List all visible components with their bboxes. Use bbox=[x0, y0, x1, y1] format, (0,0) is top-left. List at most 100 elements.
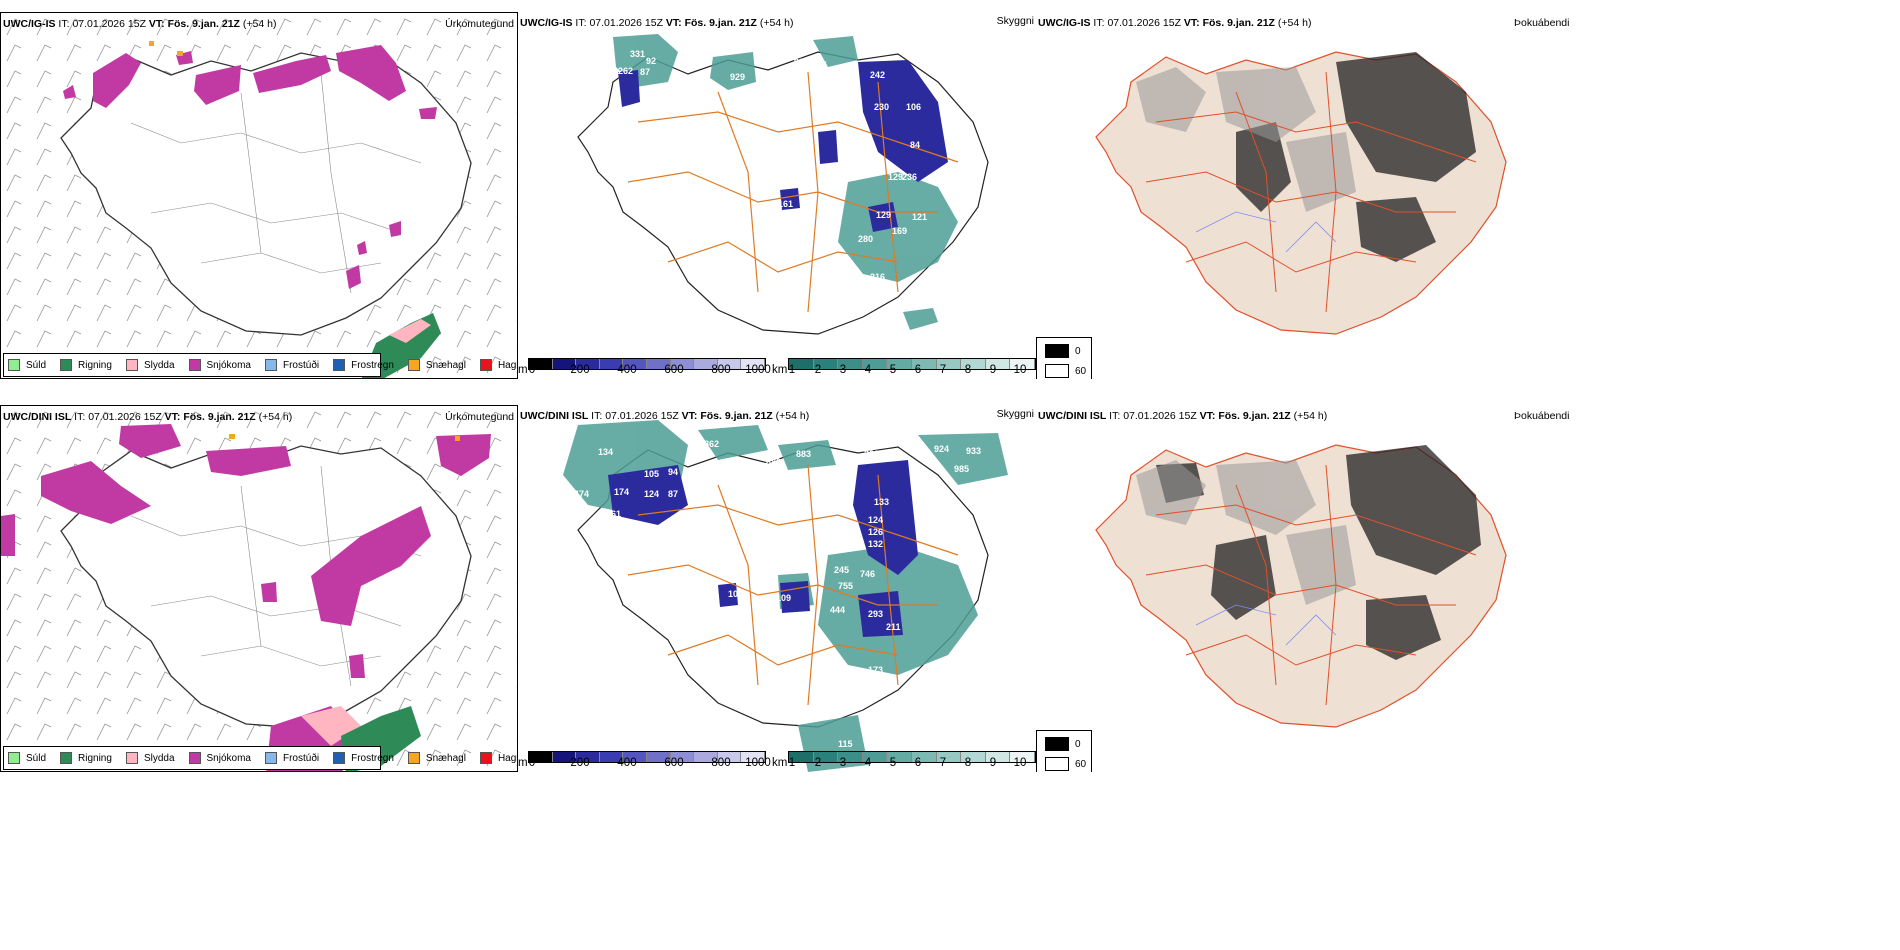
svg-text:970: 970 bbox=[950, 510, 965, 520]
fog-panel-row1: UWC/IG-IS IT: 07.01.2026 15Z VT: Fös. 9.… bbox=[1036, 12, 1900, 379]
svg-text:924: 924 bbox=[934, 444, 949, 454]
legend-item: Snæhagl bbox=[407, 359, 466, 371]
svg-text:84: 84 bbox=[910, 140, 920, 150]
legend-item: Súld bbox=[8, 359, 46, 371]
precip-map bbox=[1, 13, 517, 378]
panel-title: Skyggni bbox=[996, 408, 1034, 420]
svg-text:862: 862 bbox=[704, 439, 719, 449]
precip-map bbox=[1, 406, 517, 771]
svg-text:124: 124 bbox=[868, 515, 883, 525]
ceiling-unit: m bbox=[518, 757, 528, 769]
svg-text:109: 109 bbox=[776, 593, 791, 603]
ceiling-map: 862 880 883 909 383 924 933 985 970 134 105 94 47… bbox=[563, 420, 1008, 772]
svg-text:444: 444 bbox=[830, 605, 845, 615]
svg-text:161: 161 bbox=[606, 509, 621, 519]
svg-text:262: 262 bbox=[618, 66, 633, 76]
legend-item: Frostregn bbox=[333, 752, 394, 764]
legend-item: Frostregn bbox=[333, 359, 394, 371]
legend-item: Rigning bbox=[60, 359, 112, 371]
fog-key: 0 60 bbox=[1036, 730, 1092, 772]
precip-type-panel-row1: UWC/IG-IS IT: 07.01.2026 15Z VT: Fös. 9.… bbox=[0, 12, 518, 379]
legend-item: Rigning bbox=[60, 752, 112, 764]
svg-text:104: 104 bbox=[728, 589, 743, 599]
ceiling-colorbar bbox=[528, 751, 766, 763]
fog-key: 0 60 bbox=[1036, 337, 1092, 379]
svg-text:94: 94 bbox=[668, 467, 678, 477]
panel-header: UWC/IG-IS IT: 07.01.2026 15Z VT: Fös. 9.… bbox=[1038, 17, 1312, 29]
svg-text:129: 129 bbox=[888, 172, 903, 182]
panel-header: UWC/DINI ISL IT: 07.01.2026 15Z VT: Fös.… bbox=[520, 410, 810, 422]
legend-item: Frostúði bbox=[264, 359, 319, 371]
svg-text:124: 124 bbox=[644, 489, 659, 499]
svg-text:121: 121 bbox=[912, 212, 927, 222]
ceiling-unit: m bbox=[518, 364, 528, 376]
svg-text:905: 905 bbox=[812, 60, 827, 70]
legend-item: Snæhagl bbox=[407, 752, 466, 764]
svg-text:933: 933 bbox=[966, 446, 981, 456]
svg-text:929: 929 bbox=[730, 72, 745, 82]
fog-map bbox=[1095, 51, 1507, 335]
svg-text:132: 132 bbox=[868, 539, 883, 549]
legend-item: Snjókoma bbox=[188, 359, 251, 371]
svg-text:169: 169 bbox=[892, 226, 907, 236]
fog-panel-row2: UWC/DINI ISL IT: 07.01.2026 15Z VT: Fös.… bbox=[1036, 405, 1900, 772]
ceiling-colorbar bbox=[528, 358, 766, 370]
svg-text:134: 134 bbox=[598, 447, 613, 457]
svg-text:161: 161 bbox=[778, 199, 793, 209]
legend-item: Slydda bbox=[125, 752, 175, 764]
svg-text:474: 474 bbox=[574, 489, 589, 499]
svg-text:211: 211 bbox=[886, 622, 901, 632]
legend-item: Snjókoma bbox=[188, 752, 251, 764]
svg-text:242: 242 bbox=[870, 70, 885, 80]
svg-text:880: 880 bbox=[766, 457, 781, 467]
svg-text:755: 755 bbox=[838, 581, 853, 591]
visibility-unit: km bbox=[772, 757, 788, 769]
svg-text:280: 280 bbox=[858, 234, 873, 244]
visibility-colorbar bbox=[788, 358, 1036, 370]
svg-text:293: 293 bbox=[868, 609, 883, 619]
precip-legend: Súld Rigning Slydda Snjókoma Frostúði Fr… bbox=[3, 353, 517, 377]
svg-text:883: 883 bbox=[796, 449, 811, 459]
precip-legend: Súld Rigning Slydda Snjókoma Frostúði Fr… bbox=[3, 746, 517, 770]
svg-text:230: 230 bbox=[874, 102, 889, 112]
panel-header: UWC/DINI ISL IT: 07.01.2026 15Z VT: Fös.… bbox=[1038, 410, 1328, 422]
svg-text:245: 245 bbox=[834, 565, 849, 575]
panel-header: UWC/IG-IS IT: 07.01.2026 15Z VT: Fös. 9.… bbox=[520, 17, 794, 29]
svg-text:909: 909 bbox=[864, 431, 879, 441]
svg-text:236: 236 bbox=[902, 172, 917, 182]
svg-text:174: 174 bbox=[614, 487, 629, 497]
svg-text:126: 126 bbox=[868, 527, 883, 537]
svg-text:985: 985 bbox=[954, 464, 969, 474]
svg-text:985: 985 bbox=[794, 57, 809, 67]
legend-item: Slydda bbox=[125, 359, 175, 371]
svg-text:170: 170 bbox=[958, 525, 973, 535]
legend-item: Frostúði bbox=[264, 752, 319, 764]
panel-title: Skyggni bbox=[996, 15, 1034, 27]
ceiling-visibility-panel-row2: UWC/DINI ISL IT: 07.01.2026 15Z VT: Fös.… bbox=[518, 405, 1036, 772]
ceiling-visibility-panel-row1: UWC/IG-IS IT: 07.01.2026 15Z VT: Fös. 9.… bbox=[518, 12, 1036, 379]
svg-text:87: 87 bbox=[668, 489, 678, 499]
svg-text:746: 746 bbox=[860, 569, 875, 579]
svg-text:92: 92 bbox=[646, 56, 656, 66]
panel-title: Þokuábendi bbox=[1514, 410, 1570, 422]
legend-item: Haglél bbox=[479, 359, 517, 371]
svg-text:331: 331 bbox=[630, 49, 645, 59]
svg-text:216: 216 bbox=[870, 272, 885, 282]
svg-text:383: 383 bbox=[864, 449, 879, 459]
legend-item: Súld bbox=[8, 752, 46, 764]
fog-map bbox=[1095, 444, 1507, 728]
panel-title: Þokuábendi bbox=[1514, 17, 1570, 29]
iceland-outline bbox=[60, 52, 472, 336]
svg-text:115: 115 bbox=[838, 739, 853, 749]
precip-type-panel-row2: UWC/DINI ISL IT: 07.01.2026 15Z VT: Fös.… bbox=[0, 405, 518, 772]
visibility-colorbar bbox=[788, 751, 1036, 763]
svg-text:87: 87 bbox=[640, 67, 650, 77]
svg-text:129: 129 bbox=[876, 210, 891, 220]
svg-text:173: 173 bbox=[868, 665, 883, 675]
legend-item: Haglél bbox=[479, 752, 517, 764]
svg-text:714: 714 bbox=[770, 74, 785, 84]
svg-text:106: 106 bbox=[906, 102, 921, 112]
svg-text:960: 960 bbox=[924, 517, 939, 527]
svg-text:105: 105 bbox=[644, 469, 659, 479]
